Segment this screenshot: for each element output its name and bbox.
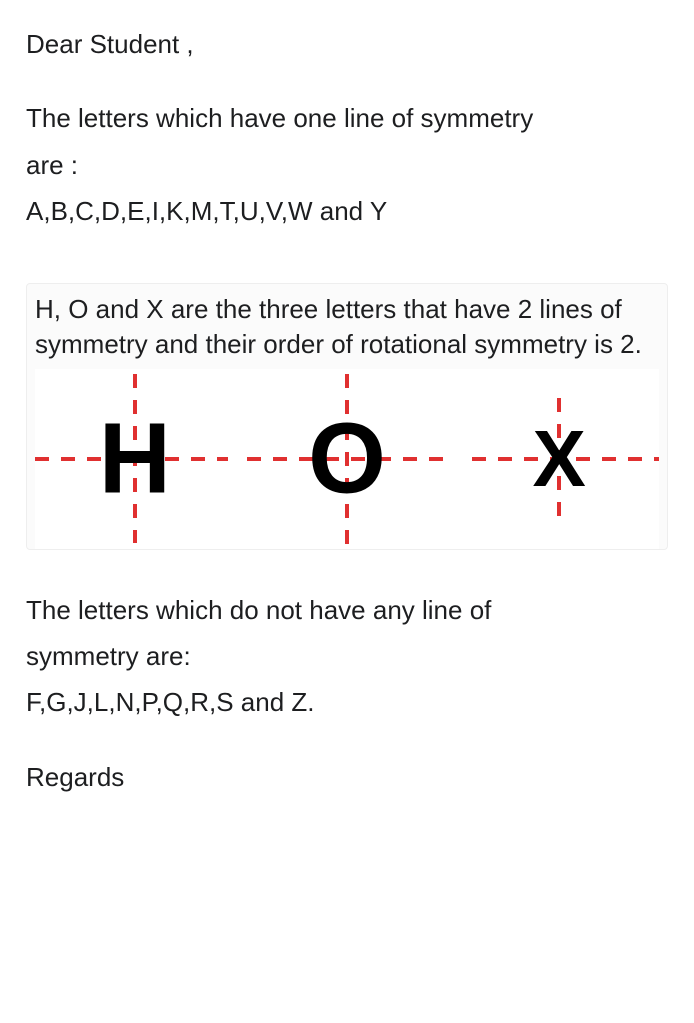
symmetry-box: H, O and X are the three letters that ha… <box>26 283 668 550</box>
signoff: Regards <box>26 757 668 797</box>
symmetry-diagram: HO X <box>35 369 659 549</box>
diagram-letter: X <box>532 397 585 521</box>
para2-line1: The letters which do not have any line o… <box>26 590 668 630</box>
boxed-text: H, O and X are the three letters that ha… <box>35 292 659 361</box>
greeting: Dear Student , <box>26 24 668 64</box>
para2-list: F,G,J,L,N,P,Q,R,S and Z. <box>26 682 668 722</box>
diagram-letter: H <box>99 381 171 536</box>
diagram-letter: O <box>308 381 386 536</box>
para1-line1: The letters which have one line of symme… <box>26 98 668 138</box>
para2-line2: symmetry are: <box>26 636 668 676</box>
para1-list: A,B,C,D,E,I,K,M,T,U,V,W and Y <box>26 191 668 231</box>
para1-line2: are : <box>26 145 668 185</box>
